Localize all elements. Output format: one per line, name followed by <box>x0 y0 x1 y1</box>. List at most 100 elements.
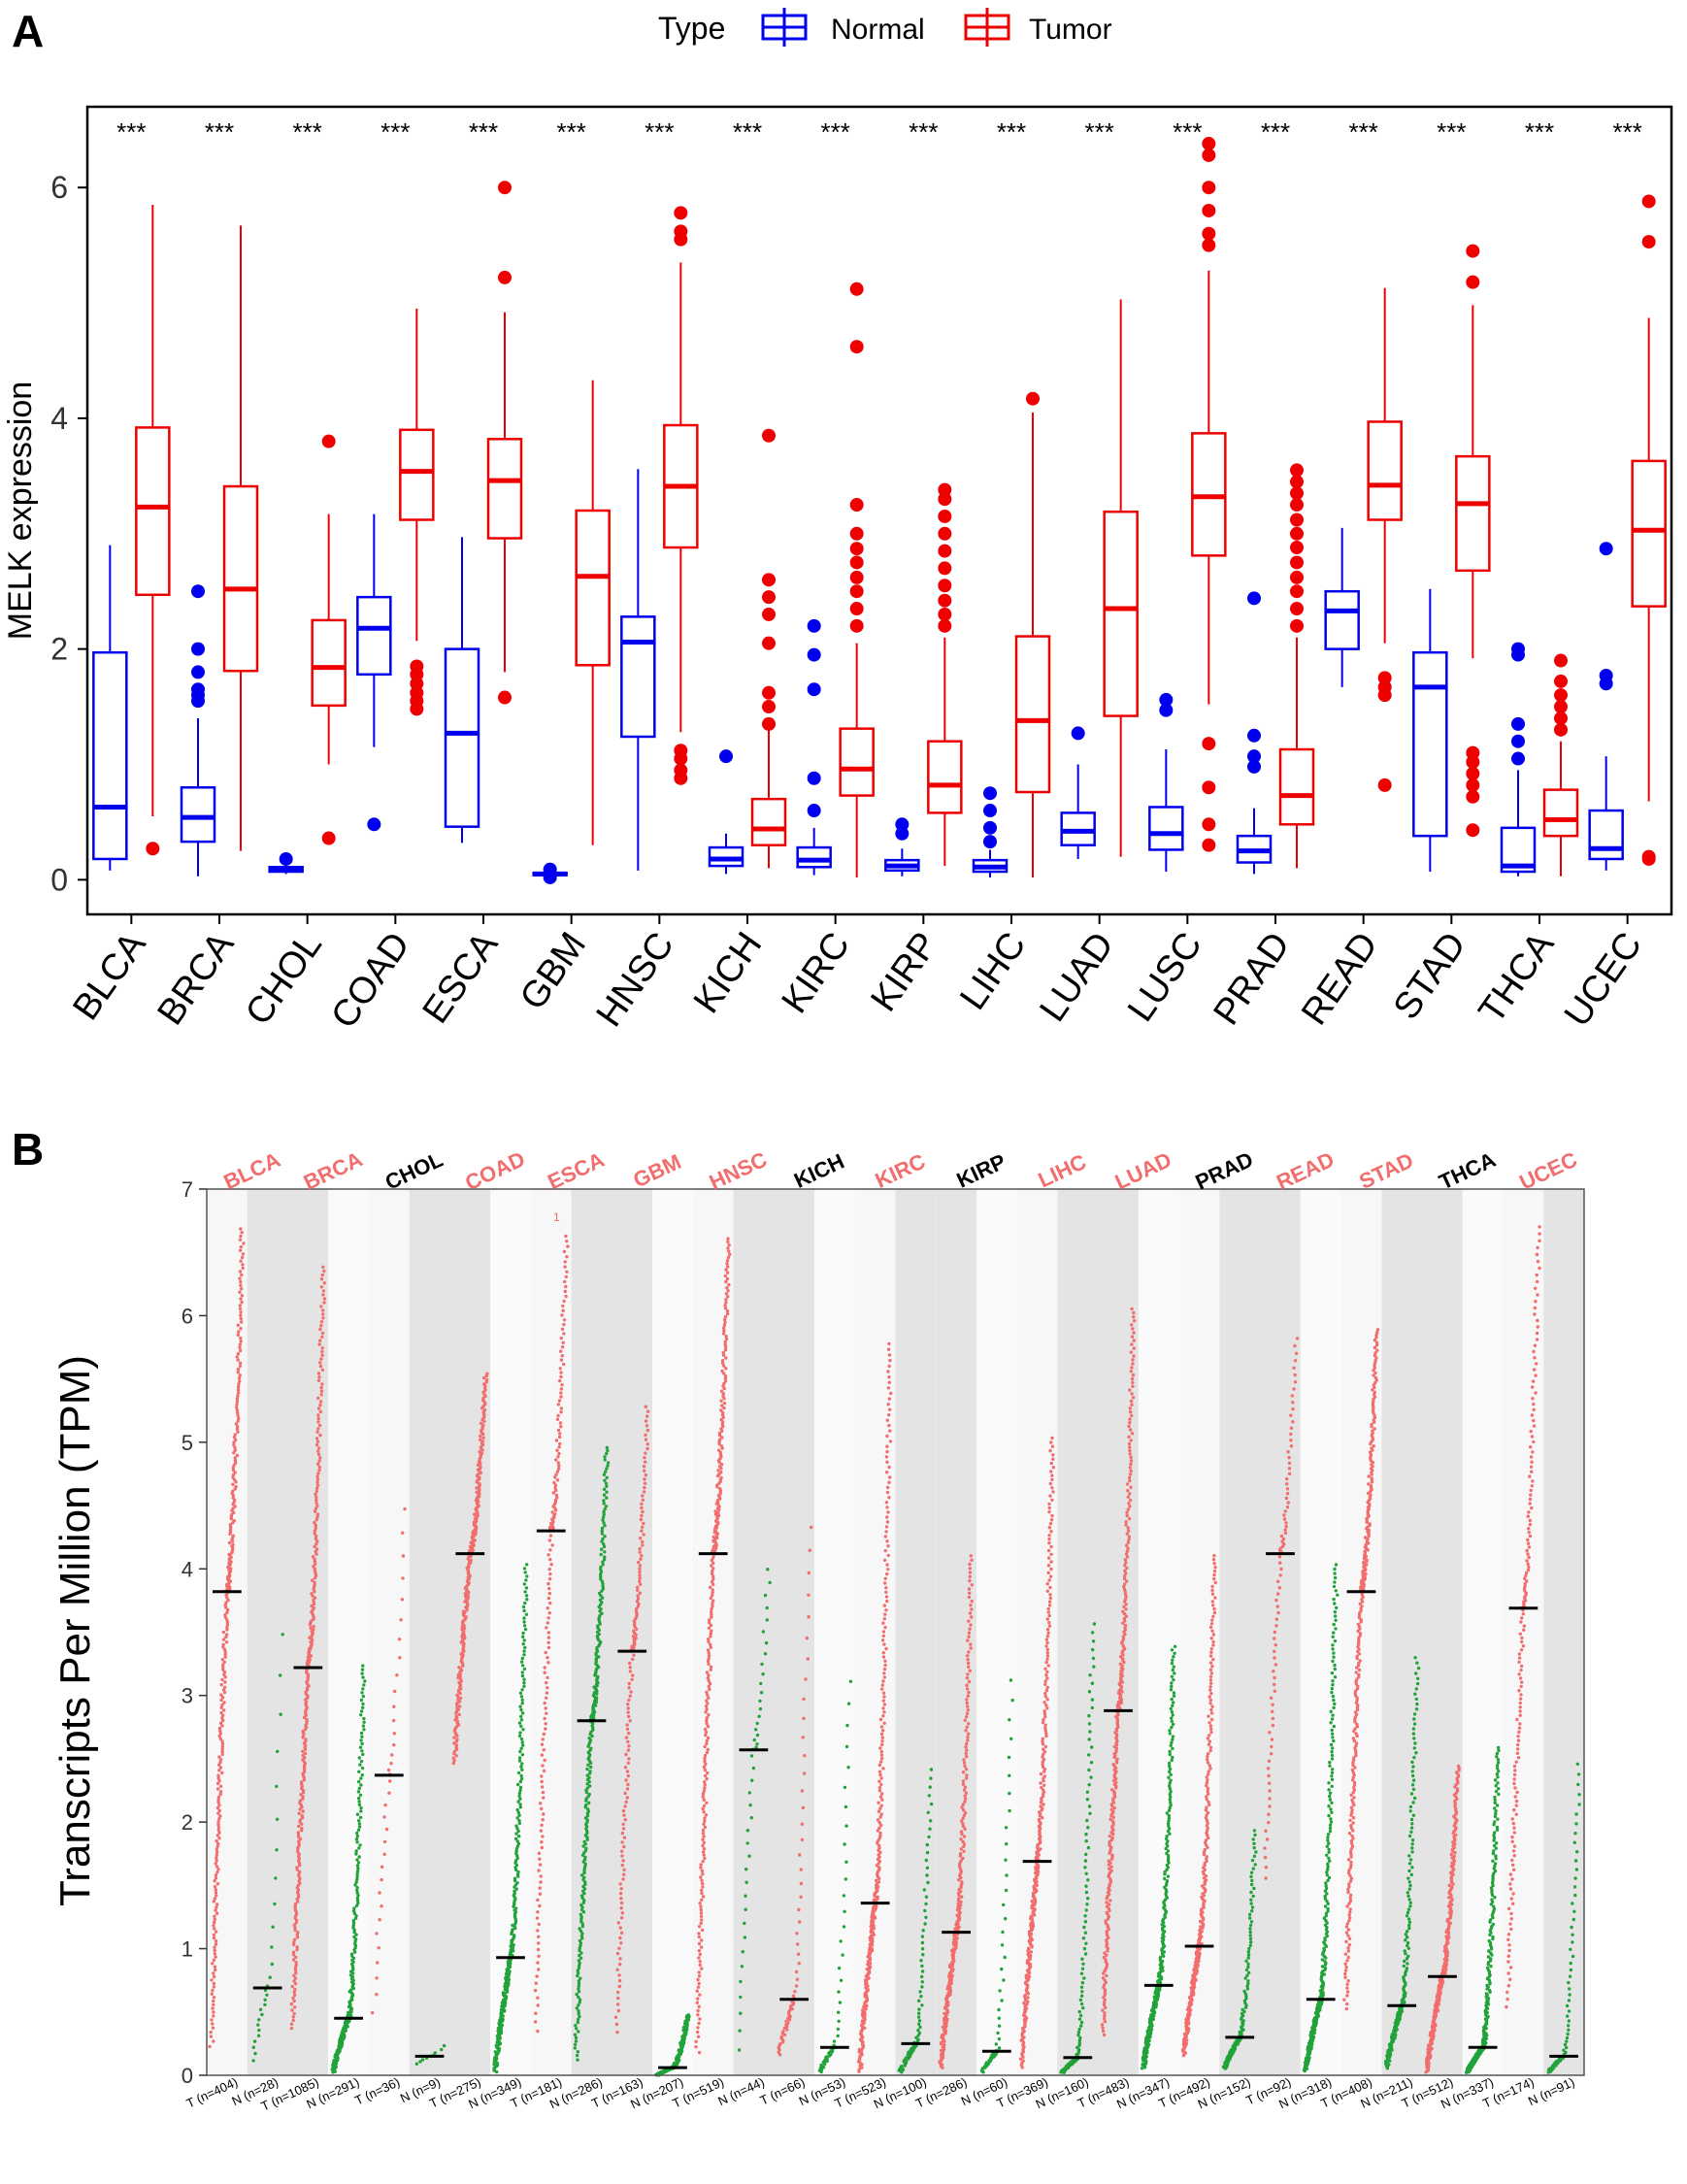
tpm-point <box>361 1752 365 1757</box>
tpm-point <box>800 1789 805 1793</box>
tpm-point <box>724 1279 728 1284</box>
tpm-point <box>545 1680 548 1685</box>
tpm-point <box>578 1998 582 2002</box>
tpm-point <box>215 1865 219 1869</box>
tpm-point <box>316 1420 320 1424</box>
tpm-point <box>358 1763 362 1767</box>
tpm-point <box>322 1301 326 1305</box>
tpm-point <box>1049 1461 1054 1466</box>
tpm-point <box>239 1340 243 1343</box>
tpm-point <box>212 1924 215 1928</box>
tpm-point <box>1129 1469 1133 1473</box>
tpm-point <box>707 1618 711 1622</box>
tpm-point <box>796 1942 800 1946</box>
tpm-point <box>627 1681 631 1686</box>
tpm-point <box>1042 1701 1046 1704</box>
tpm-point <box>957 1897 961 1901</box>
tpm-point <box>536 1929 540 1933</box>
tpm-point <box>212 2014 215 2018</box>
tpm-point <box>967 1635 971 1638</box>
outlier-point <box>1202 148 1216 162</box>
tpm-point <box>638 1564 643 1568</box>
tpm-point <box>1049 1544 1053 1549</box>
tpm-point <box>493 2050 497 2054</box>
tpm-point <box>964 1729 968 1733</box>
tpm-point <box>925 1842 929 1847</box>
tpm-point <box>710 1629 713 1633</box>
tpm-point <box>878 1717 883 1722</box>
tpm-point <box>967 1650 971 1654</box>
tpm-point <box>723 1314 728 1319</box>
tpm-point <box>711 1556 715 1560</box>
tpm-point <box>697 1949 702 1953</box>
tpm-point <box>584 1797 588 1801</box>
tpm-point <box>1118 1662 1123 1667</box>
tpm-point <box>393 1689 397 1694</box>
tpm-point <box>802 1771 807 1775</box>
tpm-point <box>482 1375 486 1380</box>
outlier-point <box>849 498 864 513</box>
tpm-point <box>251 2045 255 2049</box>
tpm-point <box>217 1803 221 1807</box>
outlier-point <box>1247 759 1261 774</box>
tpm-point <box>707 1696 711 1700</box>
tpm-point <box>724 1356 728 1360</box>
tpm-point <box>473 1512 477 1516</box>
tpm-point <box>322 1281 326 1285</box>
tpm-point <box>765 1618 769 1622</box>
tpm-point <box>884 1590 888 1595</box>
tpm-point <box>522 1582 526 1586</box>
tpm-point <box>1128 1466 1133 1470</box>
tpm-point <box>1047 1621 1051 1625</box>
tpm-point <box>220 1770 224 1775</box>
tpm-point <box>700 1888 704 1893</box>
panel-b-letter: B <box>12 1124 44 1175</box>
tpm-point <box>885 1460 889 1464</box>
tpm-point <box>642 1469 646 1473</box>
tpm-point <box>625 1727 630 1732</box>
tpm-point <box>362 1728 366 1732</box>
tpm-point <box>577 2009 580 2013</box>
tpm-point <box>560 1345 565 1349</box>
tpm-point <box>516 1829 520 1834</box>
tpm-point <box>241 1263 245 1267</box>
bg-tumor-gbm <box>612 1189 653 2075</box>
tpm-point <box>603 1550 607 1554</box>
tpm-point <box>707 1626 711 1631</box>
tpm-point <box>626 1773 630 1778</box>
tpm-point <box>213 1885 217 1889</box>
tpm-point <box>711 1535 715 1539</box>
tpm-point <box>997 2036 1002 2041</box>
tpm-point <box>319 1389 324 1393</box>
tpm-point <box>1131 1373 1136 1377</box>
tpm-point <box>522 1638 526 1642</box>
tpm-point <box>641 1498 645 1503</box>
tpm-point <box>921 1953 925 1957</box>
tpm-point <box>520 1740 524 1744</box>
tpm-point <box>315 1439 320 1444</box>
tpm-point <box>588 1770 592 1773</box>
tpm-point <box>695 1989 699 1993</box>
tpm-point <box>507 1977 512 1982</box>
tpm-point <box>879 1725 884 1729</box>
significance-luad: *** <box>1084 117 1113 147</box>
tpm-point <box>562 1249 567 1254</box>
tpm-point <box>802 1697 806 1702</box>
tpm-point <box>240 1300 244 1305</box>
tpm-point <box>257 2028 261 2033</box>
tpm-point <box>216 1828 220 1832</box>
tpm-point <box>962 1849 966 1854</box>
tpm-point <box>709 1642 712 1647</box>
tpm-point <box>1047 1509 1051 1514</box>
tpm-point <box>518 1749 522 1754</box>
tpm-point <box>887 1413 891 1417</box>
tpm-point <box>1105 1901 1108 1904</box>
tpm-point <box>233 1456 237 1460</box>
tpm-point <box>602 1509 606 1514</box>
tpm-point <box>697 2021 701 2026</box>
tpm-point <box>794 1969 799 1974</box>
tpm-point <box>888 1439 893 1443</box>
tpm-point <box>605 1484 609 1489</box>
tpm-point <box>216 1811 220 1815</box>
